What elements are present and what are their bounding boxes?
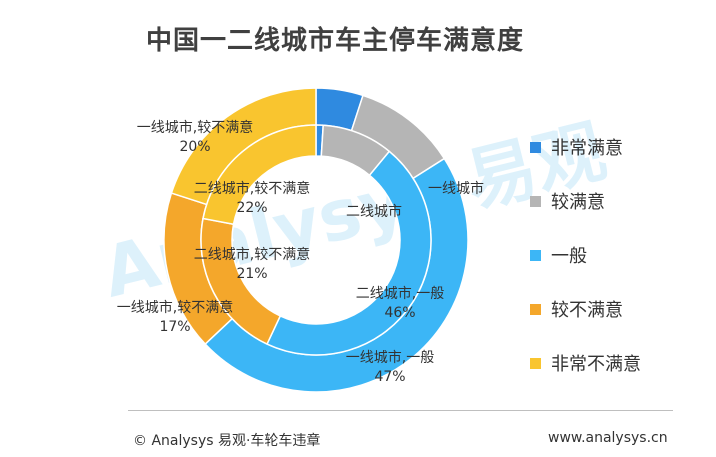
legend-swatch — [530, 249, 541, 261]
legend-label: 较满意 — [551, 192, 605, 213]
data-label-name: 二线城市,较不满意 — [194, 246, 310, 263]
ring-label-outer: 一线城市 — [428, 180, 484, 197]
data-label-value: 47% — [374, 369, 405, 385]
legend-swatch — [530, 303, 541, 315]
data-label-value: 46% — [384, 305, 415, 321]
outer-ring — [163, 87, 469, 393]
legend-item-very-satisfied: 非常满意 — [530, 120, 641, 174]
legend-label: 较不满意 — [551, 300, 623, 321]
inner-ring — [200, 124, 432, 356]
legend: 非常满意 较满意 一般 较不满意 非常不满意 — [530, 120, 641, 390]
data-labels: 一线城市,较不满意 20% 二线城市,较不满意 22% 二线城市,较不满意 21% 一线城市… — [117, 119, 484, 385]
legend-label: 一般 — [551, 246, 587, 267]
chart-title: 中国一二线城市车主停车满意度 — [146, 26, 525, 56]
data-label-name: 二线城市,一般 — [356, 285, 444, 302]
legend-swatch — [530, 141, 541, 153]
legend-label: 非常不满意 — [551, 354, 641, 375]
data-label-name: 一线城市,一般 — [346, 349, 434, 366]
data-label-name: 二线城市,较不满意 — [194, 180, 310, 197]
footer-website: www.analysys.cn — [548, 430, 668, 446]
inner-slice-very-unsatisfied — [202, 124, 317, 226]
data-label-value: 20% — [179, 139, 210, 155]
data-label-value: 17% — [159, 319, 190, 335]
data-label-name: 一线城市,较不满意 — [137, 119, 253, 136]
data-label-name: 一线城市,较不满意 — [117, 299, 233, 316]
footer-source: © Analysys 易观·车轮车违章 — [133, 433, 321, 449]
legend-item-neutral: 一般 — [530, 228, 641, 282]
inner-slice-neutral — [266, 150, 432, 356]
ring-label-inner: 二线城市 — [346, 203, 402, 220]
legend-item-satisfied: 较满意 — [530, 174, 641, 228]
data-label-value: 21% — [236, 266, 267, 282]
legend-swatch — [530, 195, 541, 207]
legend-swatch — [530, 357, 541, 369]
legend-label: 非常满意 — [551, 138, 623, 159]
footer-divider — [128, 410, 673, 411]
data-label-value: 22% — [236, 200, 267, 216]
legend-item-very-unsatisfied: 非常不满意 — [530, 336, 641, 390]
legend-item-unsatisfied: 较不满意 — [530, 282, 641, 336]
